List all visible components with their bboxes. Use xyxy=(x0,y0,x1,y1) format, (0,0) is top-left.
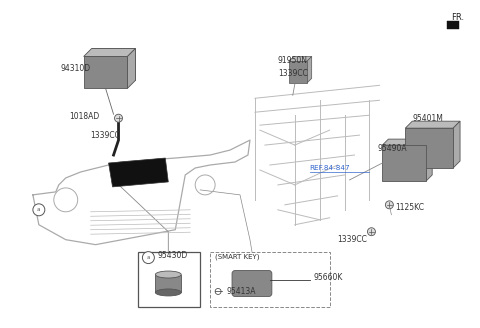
Text: 91950N: 91950N xyxy=(278,56,308,65)
Polygon shape xyxy=(426,139,432,181)
Text: 95430D: 95430D xyxy=(157,251,188,260)
Ellipse shape xyxy=(156,271,181,278)
Polygon shape xyxy=(289,56,312,61)
Polygon shape xyxy=(405,121,460,128)
Text: 1339CC: 1339CC xyxy=(91,131,120,140)
Circle shape xyxy=(385,201,393,209)
Text: 95660K: 95660K xyxy=(314,273,343,282)
Text: FR.: FR. xyxy=(451,13,464,22)
Polygon shape xyxy=(84,49,135,56)
Polygon shape xyxy=(453,121,460,168)
Polygon shape xyxy=(307,56,312,83)
Polygon shape xyxy=(289,61,307,83)
Text: 94310D: 94310D xyxy=(61,64,91,73)
Circle shape xyxy=(143,252,155,264)
Text: 1339CC: 1339CC xyxy=(278,69,308,78)
Text: 95401M: 95401M xyxy=(412,114,443,123)
Polygon shape xyxy=(405,128,453,168)
Polygon shape xyxy=(84,56,128,88)
Circle shape xyxy=(368,228,375,236)
Text: 1018AD: 1018AD xyxy=(69,112,99,121)
Polygon shape xyxy=(128,49,135,88)
Polygon shape xyxy=(383,139,432,145)
Polygon shape xyxy=(447,21,459,29)
Circle shape xyxy=(115,114,122,122)
Polygon shape xyxy=(383,145,426,181)
Circle shape xyxy=(33,204,45,216)
Text: a: a xyxy=(37,207,41,212)
Text: (SMART KEY): (SMART KEY) xyxy=(215,253,260,260)
Ellipse shape xyxy=(156,289,181,296)
Text: 95413A: 95413A xyxy=(226,287,255,296)
Polygon shape xyxy=(138,252,200,307)
Text: REF.84-847: REF.84-847 xyxy=(310,165,350,171)
Text: 95490A: 95490A xyxy=(377,144,407,153)
Polygon shape xyxy=(108,158,168,187)
Polygon shape xyxy=(156,275,181,293)
Text: 1339CC: 1339CC xyxy=(337,235,368,244)
Polygon shape xyxy=(210,252,330,307)
Text: a: a xyxy=(147,255,150,260)
Text: 1125KC: 1125KC xyxy=(396,203,424,212)
FancyBboxPatch shape xyxy=(232,271,272,297)
